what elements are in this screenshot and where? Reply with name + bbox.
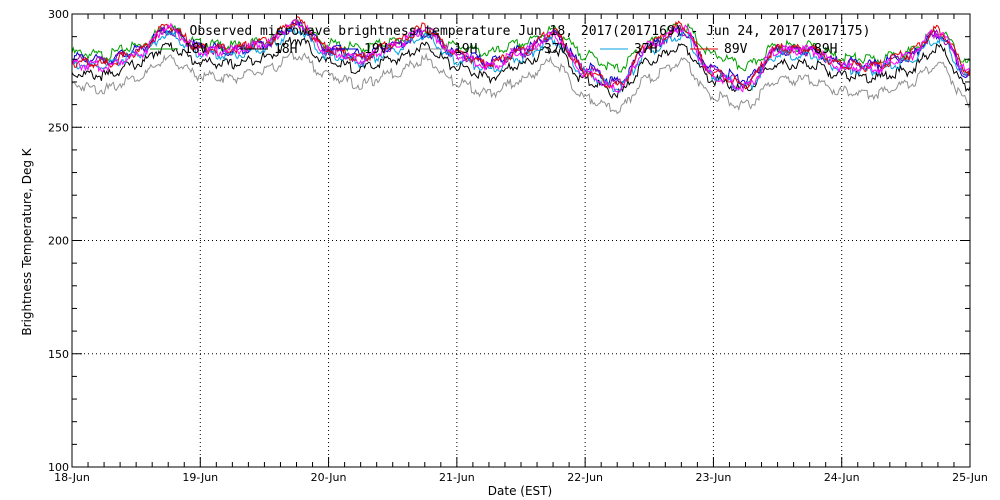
- legend-label: 37H: [634, 42, 657, 57]
- y-tick-label: 250: [48, 121, 69, 134]
- x-tick-label: 19-Jun: [182, 471, 218, 484]
- legend-item-37V: 37V: [510, 42, 568, 57]
- x-axis-label: Date (EST): [488, 484, 552, 498]
- legend-item-19H: 19H: [420, 42, 477, 57]
- legend-item-89H: 89H: [780, 42, 837, 57]
- legend-label: 37V: [544, 42, 568, 57]
- legend-item-18V: 18V: [150, 42, 208, 57]
- series-line-18H: [71, 36, 971, 99]
- series-line-37H: [71, 26, 971, 94]
- y-tick-label: 150: [48, 348, 69, 361]
- legend: 18V 18H 19V 19H 37V 37H 89V 89H: [150, 42, 837, 57]
- chart-title: Observed microwave brightness temperatur…: [190, 24, 871, 39]
- legend-label: 89H: [814, 42, 837, 57]
- tick-labels: 100 150 200 250 300 18-Jun 19-Jun 20-Jun 21-Jun 2…: [48, 8, 988, 484]
- legend-item-37H: 37H: [600, 42, 657, 57]
- legend-label: 19H: [454, 42, 477, 57]
- legend-item-18H: 18H: [240, 42, 297, 57]
- series-line-19H: [71, 49, 971, 115]
- x-tick-label: 18-Jun: [54, 471, 90, 484]
- x-tick-label: 22-Jun: [567, 471, 603, 484]
- grid-lines: [72, 14, 970, 467]
- legend-label: 18H: [274, 42, 297, 57]
- series-line-89H: [71, 18, 971, 94]
- x-tick-label: 20-Jun: [311, 471, 347, 484]
- series-lines: [71, 16, 971, 115]
- legend-item-19V: 19V: [330, 42, 388, 57]
- legend-item-89V: 89V: [690, 42, 748, 57]
- y-tick-label: 300: [48, 8, 69, 21]
- legend-label: 19V: [364, 42, 388, 57]
- legend-label: 18V: [184, 42, 208, 57]
- legend-label: 89V: [724, 42, 748, 57]
- y-tick-label: 200: [48, 235, 69, 248]
- x-tick-label: 23-Jun: [696, 471, 732, 484]
- x-tick-label: 24-Jun: [824, 471, 860, 484]
- series-line-18V: [71, 18, 971, 73]
- x-tick-label: 21-Jun: [439, 471, 475, 484]
- x-tick-label: 25-Jun: [952, 471, 988, 484]
- y-tick-label: 100: [48, 461, 69, 474]
- axes: [71, 13, 971, 468]
- y-axis-label: Brightness Temperature, Deg K: [20, 147, 34, 335]
- series-line-89V: [71, 16, 971, 90]
